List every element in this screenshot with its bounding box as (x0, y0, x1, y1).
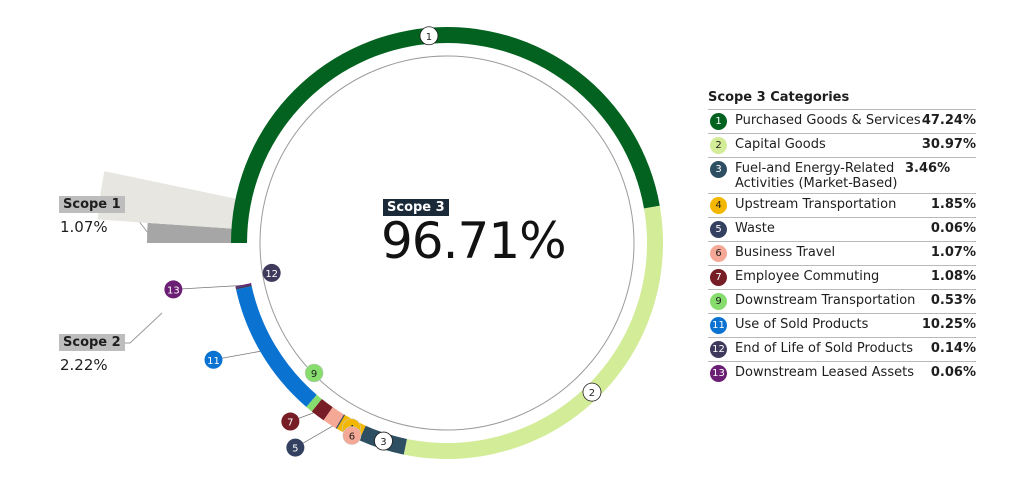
arc-category-5 (335, 414, 345, 429)
legend-value-1: 47.24% (921, 113, 976, 128)
legend-badge-2: 2 (710, 137, 727, 154)
marker-circle-13 (164, 280, 183, 299)
marker-circle-7 (281, 412, 300, 431)
marker-label-2: 2 (589, 388, 595, 399)
legend-item-6: 6 Business Travel 1.07% (708, 241, 976, 265)
legend-name-12: End of Life of Sold Products (735, 341, 914, 356)
legend-value-4: 1.85% (930, 197, 976, 212)
legend-item-11: 11 Use of Sold Products 10.25% (708, 313, 976, 337)
legend-item-12: 12 End of Life of Sold Products 0.14% (708, 337, 976, 361)
legend-badge-5: 5 (710, 221, 727, 238)
marker-circle-2 (582, 382, 602, 402)
scope-wedges (97, 43, 647, 443)
legend-badge-6: 6 (710, 245, 727, 262)
legend-value-9: 0.53% (930, 293, 976, 308)
legend-name-5: Waste (735, 221, 775, 236)
arc-category-12 (235, 284, 252, 290)
legend-badge-11: 11 (710, 317, 727, 334)
scope2-label: Scope 2 (59, 334, 125, 351)
legend-value-2: 30.97% (921, 137, 976, 152)
inner-ring-line (259, 55, 635, 431)
legend-name-1: Purchased Goods & Services (735, 113, 921, 128)
arc-category-9 (306, 394, 322, 412)
legend-badge-7: 7 (710, 269, 727, 286)
arc-category-7 (311, 398, 333, 421)
legend-item-1: 1 Purchased Goods & Services 47.24% (708, 109, 976, 133)
legend-item-9: 9 Downstream Transportation 0.53% (708, 289, 976, 313)
legend-rows: 1 Purchased Goods & Services 47.24% 2 Capita… (708, 109, 976, 385)
legend-name-13: Downstream Leased Assets (735, 365, 914, 380)
legend-name-11: Use of Sold Products (735, 317, 869, 332)
scope1-value: 1.07% (60, 218, 108, 236)
marker-circle-5 (286, 438, 305, 457)
legend-name-9: Downstream Transportation (735, 293, 916, 308)
marker-label-11: 11 (207, 356, 220, 367)
legend-item-4: 4 Upstream Transportation 1.85% (708, 193, 976, 217)
category-markers: 12345679111213 (164, 26, 602, 457)
legend-item-2: 2 Capital Goods 30.97% (708, 133, 976, 157)
scope3-label: Scope 3 (383, 199, 449, 216)
legend-badge-12: 12 (710, 341, 727, 358)
marker-circle-1 (419, 26, 439, 46)
legend-title: Scope 3 Categories (708, 90, 850, 105)
legend-name-7: Employee Commuting (735, 269, 880, 284)
legend-value-7: 1.08% (930, 269, 976, 284)
inner-ring (259, 55, 635, 431)
legend-name-3: Fuel-and Energy-Related Activities (Mark… (735, 161, 898, 191)
arc-category-11 (236, 286, 317, 407)
marker-label-5: 5 (292, 444, 298, 455)
marker-label-3: 3 (380, 437, 386, 448)
legend-value-13: 0.06% (930, 365, 976, 380)
scope1-label: Scope 1 (59, 196, 125, 213)
marker-circle-9 (304, 363, 324, 383)
legend-badge-13: 13 (710, 365, 727, 382)
marker-label-12: 12 (265, 269, 278, 280)
scope2-value: 2.22% (60, 356, 108, 374)
marker-leader-11 (213, 349, 269, 361)
legend-value-3: 3.46% (905, 161, 951, 176)
legend-item-7: 7 Employee Commuting 1.08% (708, 265, 976, 289)
marker-circle-6 (342, 426, 362, 445)
scope3-value: 96.71% (381, 212, 567, 270)
legend-badge-4: 4 (710, 197, 727, 214)
marker-label-13: 13 (167, 285, 180, 296)
marker-leader-13 (173, 284, 244, 290)
legend-name-2: Capital Goods (735, 137, 826, 152)
marker-circle-12 (262, 263, 281, 282)
legend-value-12: 0.14% (930, 341, 976, 356)
arc-category-6 (323, 407, 344, 429)
arc-category-13 (235, 283, 252, 288)
legend-badge-3: 3 (710, 161, 727, 178)
legend-name-6: Business Travel (735, 245, 836, 260)
legend-item-13: 13 Downstream Leased Assets 0.06% (708, 361, 976, 385)
legend-name-4: Upstream Transportation (735, 197, 897, 212)
center-disc (247, 43, 647, 443)
marker-label-6: 6 (349, 432, 355, 443)
legend-value-6: 1.07% (930, 245, 976, 260)
legend-badge-1: 1 (710, 113, 727, 130)
marker-circle-11 (204, 350, 223, 369)
marker-circle-3 (374, 431, 393, 451)
legend-item-5: 5 Waste 0.06% (708, 217, 976, 241)
legend-badge-9: 9 (710, 293, 727, 310)
legend-item-3: 3 Fuel-and Energy-Related Activities (Mar… (708, 157, 976, 193)
marker-label-7: 7 (287, 418, 293, 429)
legend-value-5: 0.06% (930, 221, 976, 236)
marker-label-9: 9 (311, 369, 317, 380)
legend: Scope 3 Categories 1 Purchased Goods & Se… (708, 90, 976, 385)
legend-value-11: 10.25% (921, 317, 976, 332)
marker-label-1: 1 (426, 32, 432, 43)
